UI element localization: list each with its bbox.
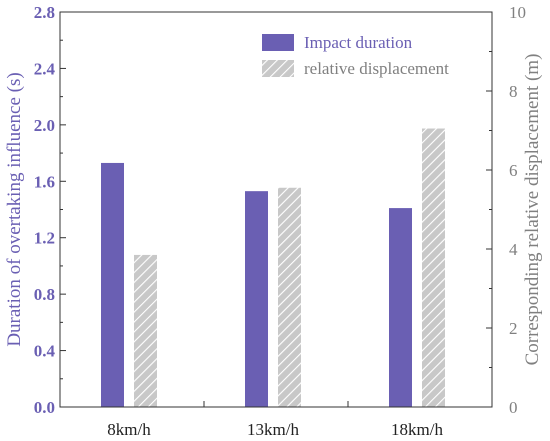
bar-impact-duration (389, 208, 412, 407)
legend-swatch (262, 34, 294, 51)
legend-swatch (262, 60, 294, 77)
y-left-tick-label: 2.4 (34, 59, 56, 78)
bar-relative-displacement (278, 187, 301, 407)
y-left-tick-label: 1.2 (34, 229, 55, 248)
bar-relative-displacement (134, 254, 157, 407)
y-axis-left-label: Duration of overtaking influence (s) (4, 72, 25, 346)
y-left-tick-label: 1.6 (34, 172, 55, 191)
x-tick-label: 18km/h (391, 420, 443, 439)
y-right-tick-label: 0 (509, 398, 518, 417)
bar-impact-duration (245, 191, 268, 407)
y-right-tick-label: 2 (509, 319, 518, 338)
y-left-tick-label: 0.8 (34, 285, 55, 304)
axes-layer: 0.0 0.4 0.8 1.2 1.6 2.0 2.4 2.8 0 2 4 6 8 10 8km/h 13km… (34, 3, 526, 439)
y-axis-right-label: Corresponding relative displacement (m) (522, 54, 543, 366)
x-tick-label: 13km/h (247, 420, 299, 439)
y-left-tick-label: 2.0 (34, 116, 55, 135)
legend-label: relative displacement (304, 59, 449, 78)
y-left-tick-label: 2.8 (34, 3, 55, 22)
y-right-tick-label: 8 (509, 82, 518, 101)
bar-relative-displacement (422, 128, 445, 407)
legend: Impact duration relative displacement (262, 33, 449, 78)
y-left-tick-label: 0.0 (34, 398, 55, 417)
y-left-tick-label: 0.4 (34, 342, 56, 361)
y-right-tick-label: 10 (509, 3, 526, 22)
y-right-tick-label: 6 (509, 161, 518, 180)
bars-layer (101, 128, 445, 407)
x-tick-label: 8km/h (107, 420, 151, 439)
legend-label: Impact duration (304, 33, 413, 52)
y-right-tick-label: 4 (509, 240, 518, 259)
bar-impact-duration (101, 162, 124, 407)
